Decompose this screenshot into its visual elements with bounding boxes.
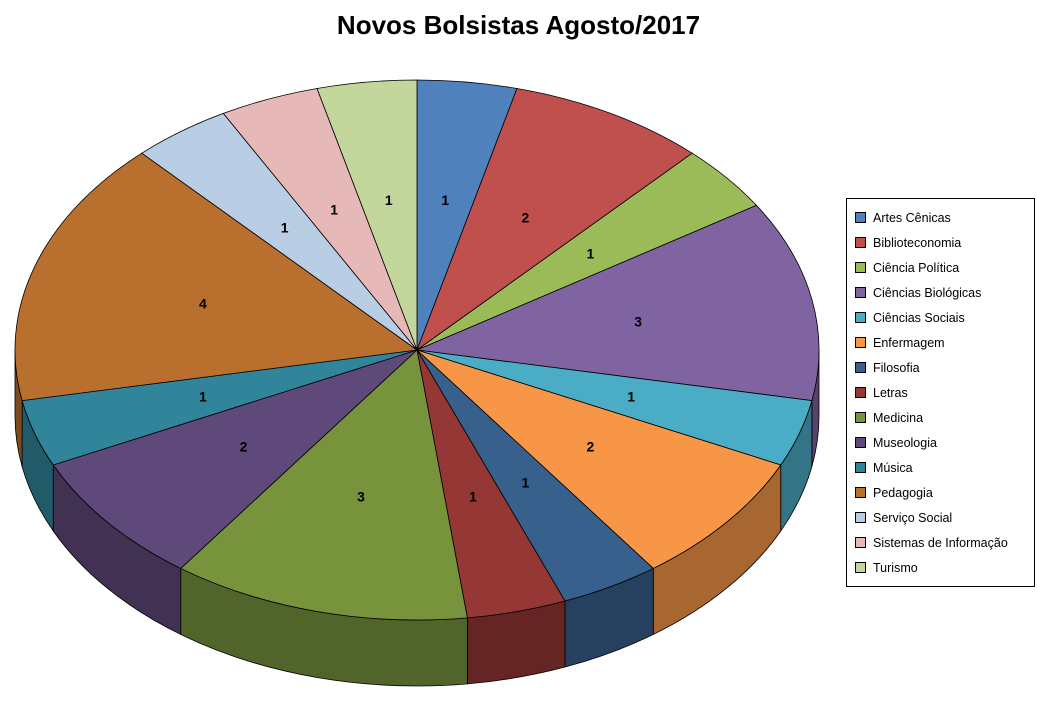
- legend-swatch: [855, 462, 866, 473]
- legend-item: Artes Cênicas: [855, 205, 1026, 230]
- legend-item: Ciência Política: [855, 255, 1026, 280]
- legend-label: Letras: [873, 385, 908, 400]
- slice-value-label: 2: [522, 210, 530, 226]
- pie-top: [14, 79, 820, 621]
- pie-labels: 1 2 1 3 1 2 1 1 3 2 1 4 1 1 1: [199, 192, 642, 504]
- slice-value-label: 1: [441, 192, 449, 208]
- legend-swatch: [855, 212, 866, 223]
- slice-value-label: 4: [199, 295, 207, 311]
- pie-rim: [14, 349, 820, 687]
- legend-item: Pedagogia: [855, 480, 1026, 505]
- legend-item: Ciências Sociais: [855, 305, 1026, 330]
- legend-item: Serviço Social: [855, 505, 1026, 530]
- slice-value-label: 1: [627, 389, 635, 405]
- slice-value-label: 1: [469, 488, 477, 504]
- pie-slice-9: [180, 349, 468, 621]
- legend-swatch: [855, 412, 866, 423]
- legend-swatch: [855, 337, 866, 348]
- legend-label: Artes Cênicas: [873, 210, 951, 225]
- pie-slice-4: [415, 204, 820, 402]
- legend-swatch: [855, 562, 866, 573]
- pie-slice-10: [52, 349, 418, 569]
- legend-item: Música: [855, 455, 1026, 480]
- legend-label: Pedagogia: [873, 485, 933, 500]
- legend-item: Enfermagem: [855, 330, 1026, 355]
- slice-value-label: 1: [522, 474, 530, 490]
- legend-swatch: [855, 487, 866, 498]
- legend-item: Letras: [855, 380, 1026, 405]
- legend-label: Serviço Social: [873, 510, 953, 525]
- legend-swatch: [855, 387, 866, 398]
- legend-item: Sistemas de Informação: [855, 530, 1026, 555]
- slice-value-label: 2: [240, 438, 248, 454]
- legend-label: Ciência Política: [873, 260, 960, 275]
- legend-swatch: [855, 537, 866, 548]
- pie-slice-15: [316, 79, 418, 351]
- slice-value-label: 1: [281, 220, 289, 236]
- legend-swatch: [855, 262, 866, 273]
- chart-title: Novos Bolsistas Agosto/2017: [336, 10, 701, 40]
- legend-item: Ciências Biológicas: [855, 280, 1026, 305]
- legend-items: Artes Cênicas Biblioteconomia Ciência Polí…: [855, 205, 1026, 580]
- legend-label: Ciências Biológicas: [873, 285, 982, 300]
- legend-label: Turismo: [873, 560, 918, 575]
- legend-item: Turismo: [855, 555, 1026, 580]
- legend-label: Música: [873, 460, 913, 475]
- pie-slice-6: [416, 349, 782, 569]
- legend-label: Biblioteconomia: [873, 235, 962, 250]
- legend-item: Medicina: [855, 405, 1026, 430]
- slice-value-label: 1: [385, 192, 393, 208]
- legend-item: Biblioteconomia: [855, 230, 1026, 255]
- slice-value-label: 1: [199, 389, 207, 405]
- legend-label: Enfermagem: [873, 335, 945, 350]
- pie-group: 1 2 1 3 1 2 1 1 3 2 1 4 1 1 1: [14, 79, 820, 687]
- legend: Artes Cênicas Biblioteconomia Ciência Polí…: [846, 198, 1035, 587]
- legend-label: Museologia: [873, 435, 937, 450]
- legend-swatch: [855, 312, 866, 323]
- legend-label: Sistemas de Informação: [873, 535, 1008, 550]
- legend-item: Filosofia: [855, 355, 1026, 380]
- slice-value-label: 2: [587, 438, 595, 454]
- legend-swatch: [855, 362, 866, 373]
- slice-value-label: 1: [330, 201, 338, 217]
- legend-swatch: [855, 437, 866, 448]
- legend-label: Medicina: [873, 410, 924, 425]
- legend-swatch: [855, 512, 866, 523]
- pie-slice-2: [416, 88, 693, 352]
- legend-label: Filosofia: [873, 360, 920, 375]
- legend-swatch: [855, 287, 866, 298]
- pie-slice-12: [14, 152, 419, 402]
- legend-swatch: [855, 237, 866, 248]
- slice-value-label: 3: [357, 488, 365, 504]
- slice-value-label: 1: [587, 246, 595, 262]
- legend-item: Museologia: [855, 430, 1026, 455]
- legend-label: Ciências Sociais: [873, 310, 965, 325]
- slice-value-label: 3: [634, 314, 642, 330]
